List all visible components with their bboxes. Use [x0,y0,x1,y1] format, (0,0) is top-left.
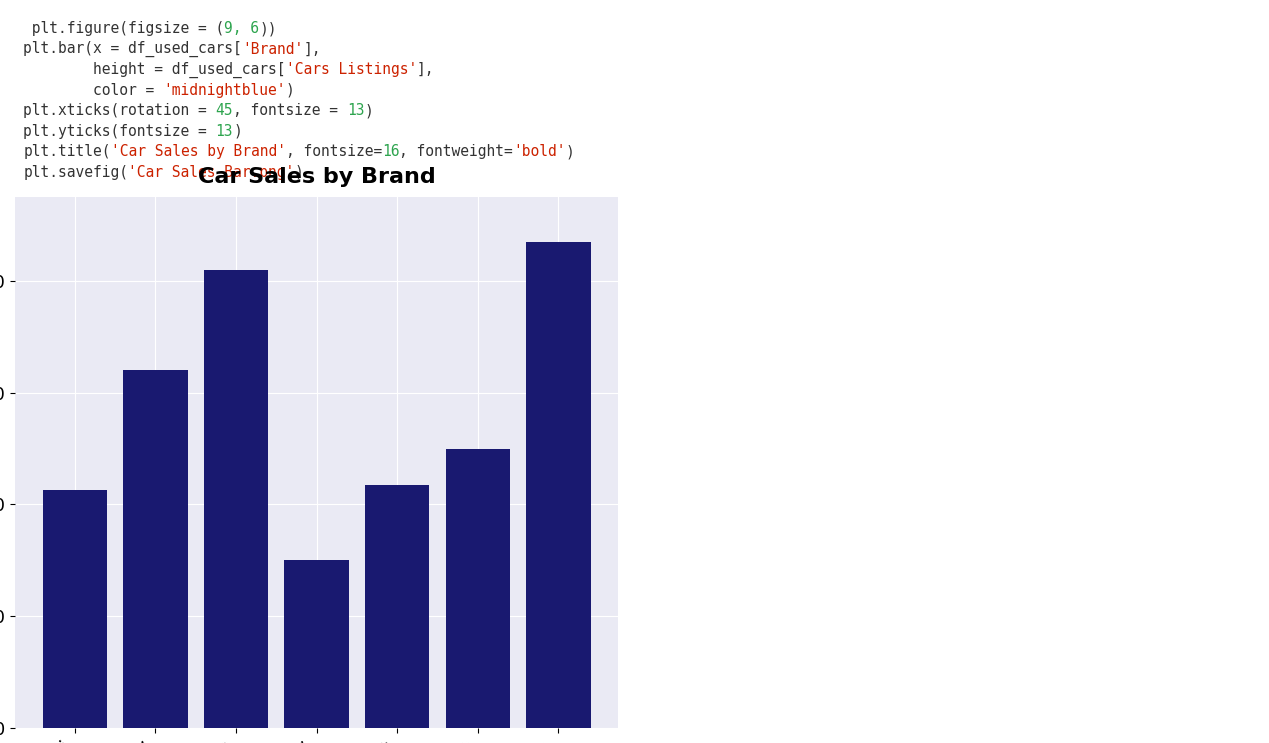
Text: 13: 13 [346,103,364,118]
Text: plt.yticks(fontsize =: plt.yticks(fontsize = [23,124,216,139]
Text: 'Brand': 'Brand' [242,42,303,56]
Bar [445,449,510,728]
Text: color =: color = [23,82,164,98]
Text: ): ) [286,82,294,98]
Text: ): ) [566,144,575,160]
Text: ): ) [233,124,242,139]
Text: ): ) [294,165,303,180]
Text: ],: ], [418,62,434,77]
Text: 'bold': 'bold' [513,144,566,160]
Text: )): )) [259,21,277,36]
Text: 9, 6: 9, 6 [225,21,259,36]
Text: , fontsize =: , fontsize = [233,103,346,118]
Text: 'Car Sales Bar.png': 'Car Sales Bar.png' [128,165,294,180]
Text: plt.savefig(: plt.savefig( [23,165,128,180]
Bar [527,241,590,728]
Bar [123,370,188,728]
Text: ): ) [364,103,373,118]
Text: ],: ], [303,42,321,56]
Text: plt.figure(figsize = (: plt.figure(figsize = ( [23,21,225,36]
Bar [284,560,349,728]
Bar [204,270,268,728]
Bar [43,490,107,728]
Text: , fontsize=: , fontsize= [286,144,382,160]
Text: 13: 13 [216,124,233,139]
Title: Car Sales by Brand: Car Sales by Brand [198,167,435,187]
Text: , fontweight=: , fontweight= [400,144,513,160]
Text: 16: 16 [382,144,400,160]
Bar [365,485,429,728]
Text: 'Cars Listings': 'Cars Listings' [286,62,418,77]
Text: height = df_used_cars[: height = df_used_cars[ [23,62,286,78]
Text: 'Car Sales by Brand': 'Car Sales by Brand' [110,144,286,160]
Text: 'midnightblue': 'midnightblue' [164,82,286,98]
Text: plt.bar(x = df_used_cars[: plt.bar(x = df_used_cars[ [23,41,242,57]
Text: plt.xticks(rotation =: plt.xticks(rotation = [23,103,216,118]
Text: plt.title(: plt.title( [23,144,110,160]
Text: 45: 45 [216,103,233,118]
